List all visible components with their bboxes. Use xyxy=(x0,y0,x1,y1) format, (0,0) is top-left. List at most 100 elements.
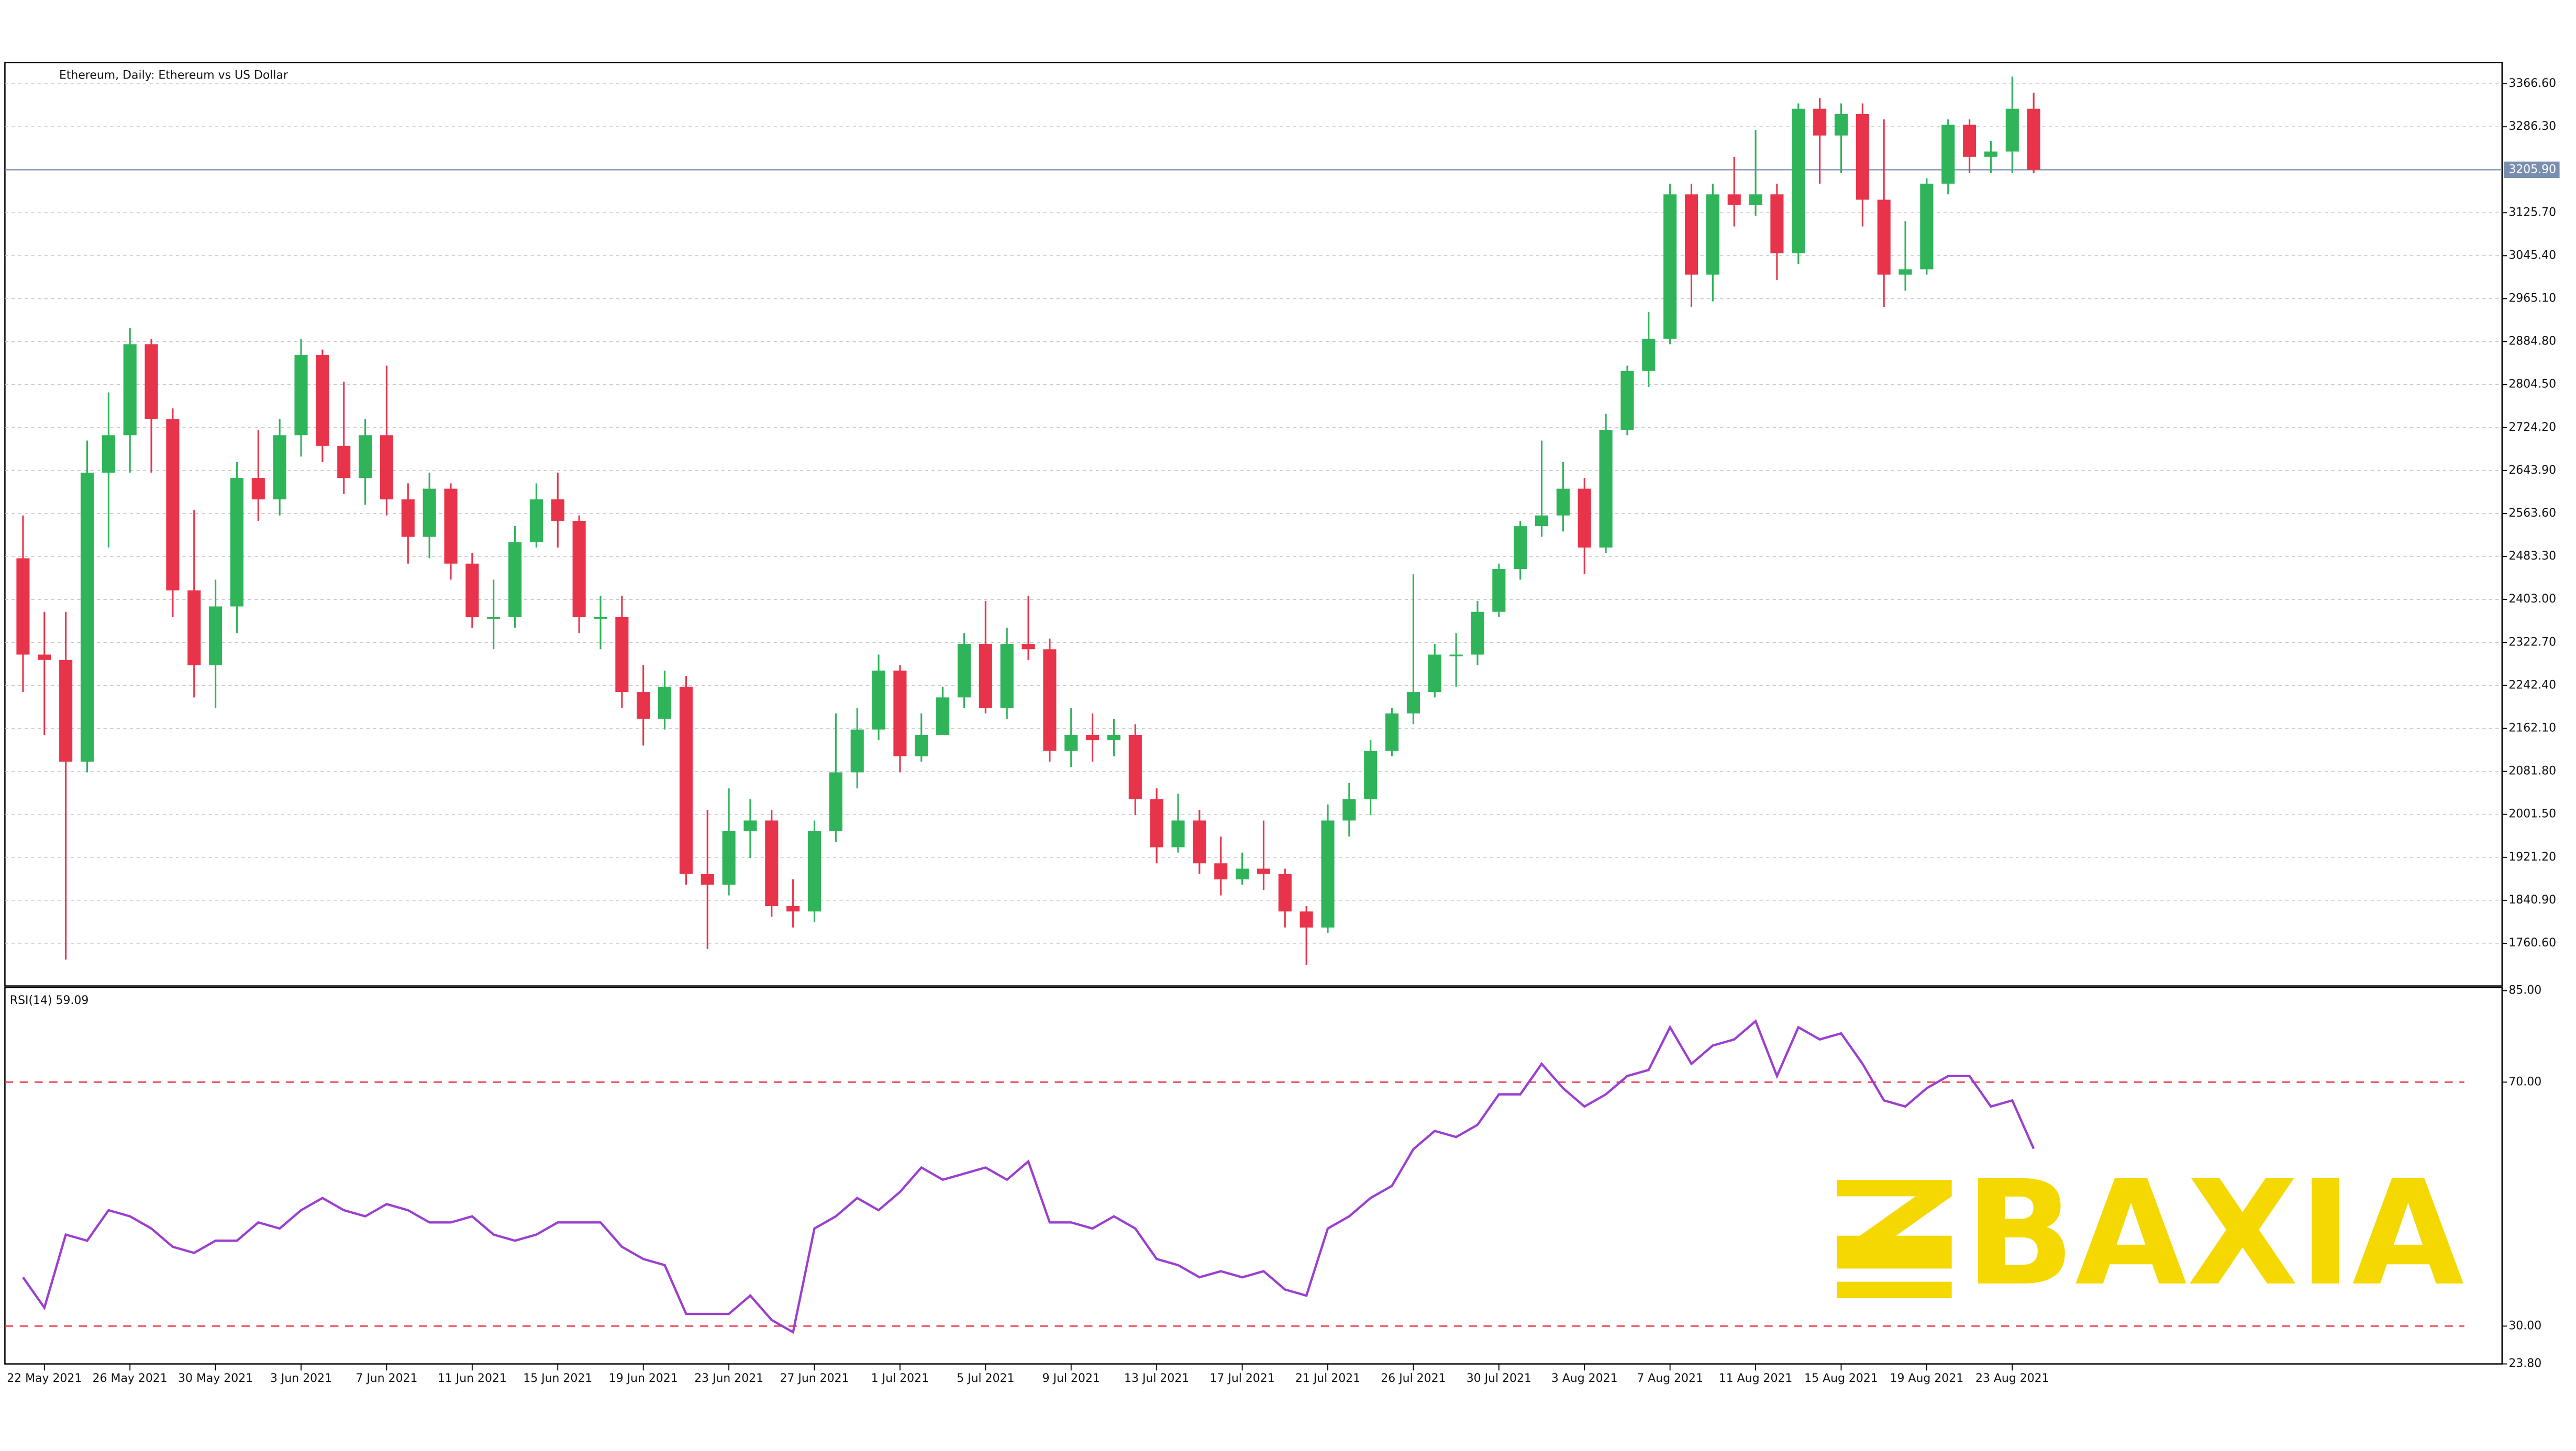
candle-body xyxy=(16,558,30,655)
candle-body xyxy=(936,697,950,735)
candle-body xyxy=(1856,114,1869,200)
candle-body xyxy=(1000,644,1014,708)
y-tick-label: 2081.80 xyxy=(2508,765,2556,778)
candle-body xyxy=(1043,649,1057,751)
y-tick-label: 2242.40 xyxy=(2508,678,2556,691)
x-tick-label: 15 Aug 2021 xyxy=(1804,1372,1878,1385)
x-tick-label: 11 Aug 2021 xyxy=(1719,1372,1793,1385)
candle-body xyxy=(1535,515,1549,527)
candle-body xyxy=(1834,114,1848,136)
candle-body xyxy=(637,692,650,719)
rsi-title: RSI(14) 59.09 xyxy=(10,994,89,1007)
candle-body xyxy=(337,445,351,478)
candle-body xyxy=(850,729,864,773)
candle-body xyxy=(1064,734,1078,751)
y-tick-label: 2322.70 xyxy=(2508,635,2556,649)
y-tick-label: 23.80 xyxy=(2508,1357,2541,1370)
candle-body xyxy=(487,617,501,619)
candle-body xyxy=(1749,194,1762,205)
candle-body xyxy=(1556,488,1570,516)
candle-body xyxy=(893,671,907,756)
candle-body xyxy=(1300,911,1313,928)
candle-body xyxy=(551,499,564,521)
candle-body xyxy=(1684,194,1698,275)
y-tick-label: 2001.50 xyxy=(2508,808,2556,821)
candle-body xyxy=(915,734,928,756)
candle-body xyxy=(1792,108,1805,253)
candle-body xyxy=(1321,820,1335,928)
y-tick-label: 3286.30 xyxy=(2508,120,2556,133)
candle-body xyxy=(872,671,885,730)
x-tick-label: 17 Jul 2021 xyxy=(1209,1372,1274,1385)
candle-body xyxy=(786,906,800,912)
candle-body xyxy=(102,435,115,473)
candle-body xyxy=(145,344,158,419)
candle-body xyxy=(1578,488,1591,548)
candle-body xyxy=(1428,654,1441,693)
last-price-box xyxy=(2503,161,2560,178)
candle-body xyxy=(1278,874,1292,912)
candle-body xyxy=(1150,799,1163,847)
x-tick-label: 11 Jun 2021 xyxy=(438,1372,507,1385)
y-tick-label: 1921.20 xyxy=(2508,851,2556,864)
candle-body xyxy=(1406,692,1420,713)
candle-body xyxy=(615,617,629,693)
candle-body xyxy=(166,419,180,590)
y-tick-label: 2563.60 xyxy=(2508,507,2556,520)
candle-body xyxy=(508,542,522,617)
candle-body xyxy=(1984,151,1998,157)
y-tick-label: 70.00 xyxy=(2508,1075,2541,1088)
candle-body xyxy=(679,686,693,874)
candle-body xyxy=(1471,611,1484,655)
candle-body xyxy=(1642,339,1656,371)
x-tick-label: 5 Jul 2021 xyxy=(957,1372,1014,1385)
y-tick-label: 2724.20 xyxy=(2508,421,2556,434)
x-tick-label: 9 Jul 2021 xyxy=(1042,1372,1100,1385)
candle-body xyxy=(829,772,842,831)
x-tick-label: 27 Jun 2021 xyxy=(780,1372,849,1385)
candle-body xyxy=(1257,868,1270,874)
candle-body xyxy=(1214,863,1228,879)
candle-body xyxy=(401,499,415,537)
x-tick-label: 21 Jul 2021 xyxy=(1295,1372,1360,1385)
rsi-panel xyxy=(4,987,2503,1365)
candle-body xyxy=(1963,125,1977,157)
y-tick-label: 3045.40 xyxy=(2508,249,2556,262)
x-tick-label: 7 Aug 2021 xyxy=(1637,1372,1703,1385)
last-price-label: 3205.90 xyxy=(2508,163,2556,176)
candle-body xyxy=(1898,269,1912,275)
watermark: BAXIA xyxy=(1965,1150,2466,1318)
candle-body xyxy=(807,831,821,912)
candle-body xyxy=(979,644,992,708)
candle-body xyxy=(572,520,586,617)
candle-body xyxy=(1663,194,1677,339)
candle-body xyxy=(251,478,265,500)
candle-body xyxy=(743,820,757,831)
candle-body xyxy=(2027,108,2040,170)
candle-body xyxy=(444,488,458,564)
candle-body xyxy=(1171,820,1185,847)
candle-body xyxy=(187,590,201,665)
y-tick-label: 2403.00 xyxy=(2508,593,2556,606)
candle-body xyxy=(80,472,94,762)
chart-title: Ethereum, Daily: Ethereum vs US Dollar xyxy=(59,69,288,82)
candle-body xyxy=(1599,430,1613,548)
y-tick-label: 1840.90 xyxy=(2508,894,2556,907)
x-tick-label: 23 Aug 2021 xyxy=(1975,1372,2049,1385)
x-tick-label: 7 Jun 2021 xyxy=(356,1372,417,1385)
candle-body xyxy=(423,488,436,537)
candle-body xyxy=(230,478,244,607)
candle-body xyxy=(957,644,971,698)
candle-body xyxy=(1920,183,1934,270)
candle-body xyxy=(2005,108,2019,152)
y-tick-label: 85.00 xyxy=(2508,984,2541,997)
candle-body xyxy=(1364,751,1378,799)
y-tick-label: 2965.10 xyxy=(2508,292,2556,305)
x-tick-label: 3 Aug 2021 xyxy=(1551,1372,1618,1385)
candle-body xyxy=(59,660,73,762)
price-panel xyxy=(4,62,2503,987)
candle-body xyxy=(529,499,543,542)
candle-body xyxy=(1492,568,1506,612)
